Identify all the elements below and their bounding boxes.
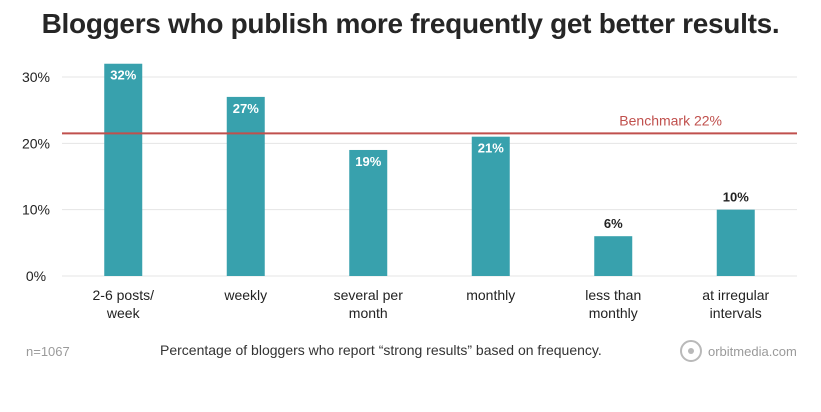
orbit-logo-icon: [680, 340, 702, 362]
x-tick-label: less than: [585, 287, 641, 303]
bar: [594, 236, 633, 276]
x-tick-label: monthly: [589, 305, 638, 321]
bar: [104, 63, 143, 276]
bar: [349, 149, 388, 276]
data-label: 19%: [355, 154, 381, 169]
bar: [226, 96, 265, 277]
x-tick-label: several per: [334, 287, 404, 303]
data-label: 21%: [478, 141, 504, 156]
y-tick-label: 0%: [26, 268, 46, 284]
y-tick-label: 20%: [22, 135, 50, 151]
benchmark-label: Benchmark 22%: [619, 112, 722, 128]
chart-title: Bloggers who publish more frequently get…: [41, 8, 780, 39]
data-label: 32%: [110, 68, 136, 83]
chart-caption: Percentage of bloggers who report “stron…: [160, 342, 602, 358]
y-tick-label: 30%: [22, 69, 50, 85]
x-tick-label: intervals: [710, 305, 762, 321]
x-tick-label: week: [106, 305, 141, 321]
data-label: 27%: [233, 101, 259, 116]
x-tick-label: monthly: [466, 287, 515, 303]
x-tick-label: month: [349, 305, 388, 321]
x-tick-label: weekly: [223, 287, 267, 303]
bar: [716, 209, 755, 276]
x-tick-label: at irregular: [702, 287, 769, 303]
brand-logo: orbitmedia.com: [680, 340, 797, 362]
data-label: 10%: [723, 190, 749, 205]
bar-chart: 0% 10% 20% 30% 32% 2-6 posts/week 27% weekly 19%…: [22, 63, 797, 321]
y-tick-label: 10%: [22, 202, 50, 218]
x-tick-label: 2-6 posts/: [93, 287, 155, 303]
bar: [471, 136, 510, 276]
data-label: 6%: [604, 216, 623, 231]
brand-name: orbitmedia.com: [708, 343, 797, 359]
sample-size-note: n=1067: [26, 344, 70, 359]
